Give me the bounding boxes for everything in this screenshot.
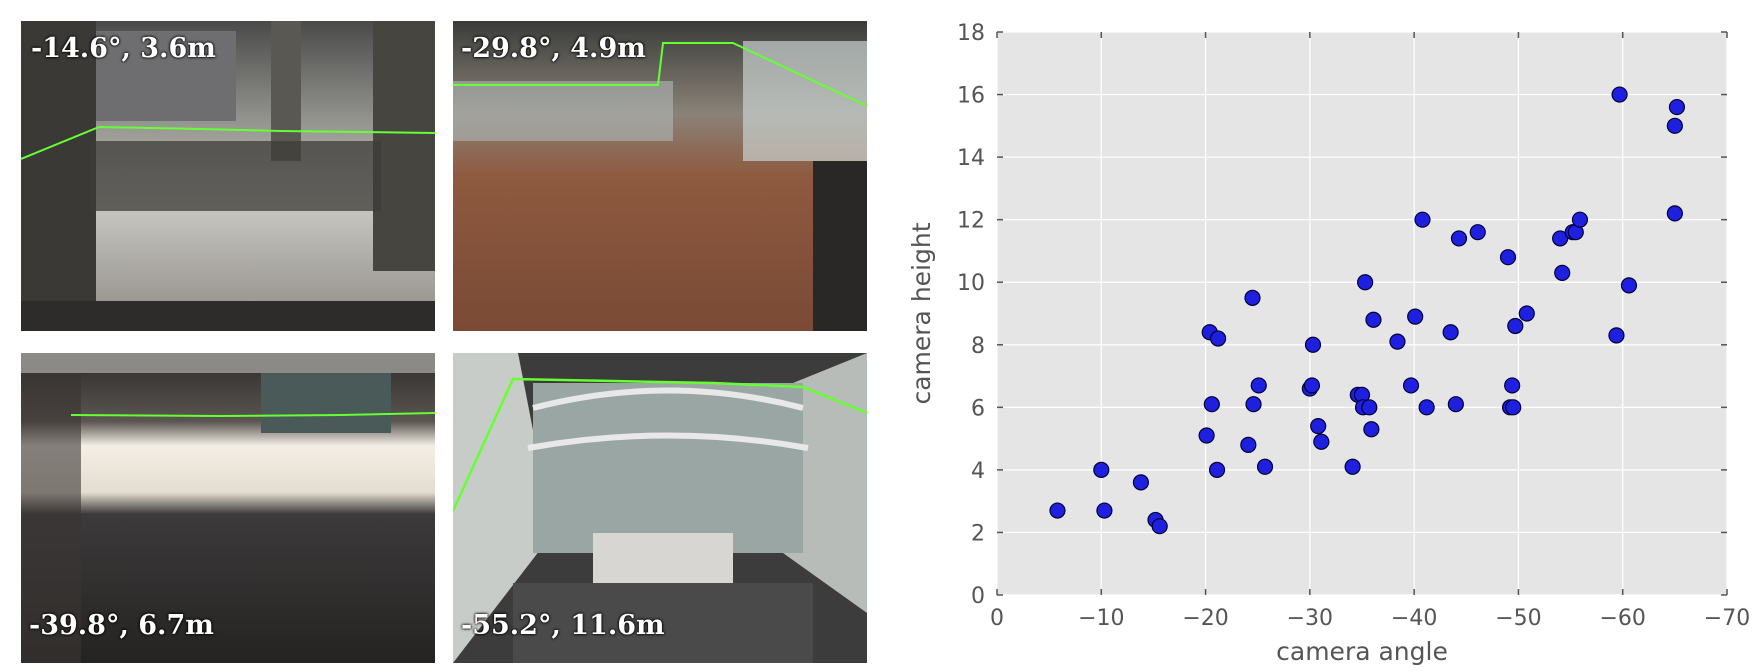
photo-4: -55.2°, 11.6m: [453, 353, 867, 663]
x-axis-label: camera angle: [1276, 637, 1448, 666]
data-point: [1096, 502, 1113, 519]
y-axis-label: camera height: [907, 222, 936, 404]
data-point: [1313, 433, 1330, 450]
data-point: [1240, 436, 1257, 453]
photo-2: -29.8°, 4.9m: [453, 21, 867, 331]
photo-2-caption: -29.8°, 4.9m: [461, 33, 646, 64]
data-point: [1310, 418, 1327, 435]
data-point: [1363, 421, 1380, 438]
data-point: [1620, 277, 1638, 294]
data-point: [1357, 274, 1374, 291]
data-point: [1418, 399, 1435, 416]
data-point: [1402, 377, 1420, 394]
data-point: [1505, 399, 1522, 416]
y-axis-ticks: 0 2 4 6 8 10 12 14 16 18: [957, 21, 1727, 609]
photo-1-caption: -14.6°, 3.6m: [31, 33, 216, 64]
x-tick-label: −60: [1599, 606, 1645, 631]
plot-area: [997, 32, 1727, 595]
data-point: [1093, 461, 1110, 478]
data-point: [1469, 224, 1486, 241]
data-point: [1666, 205, 1683, 222]
data-point: [1244, 289, 1261, 306]
data-point: [1256, 458, 1274, 475]
data-point: [1389, 333, 1406, 350]
y-tick-label: 6: [971, 396, 985, 421]
data-point: [1151, 518, 1168, 535]
data-point: [1442, 324, 1459, 341]
photo-3-scene: [21, 353, 435, 663]
data-point: [1407, 308, 1424, 325]
grid-lines: [996, 31, 1728, 596]
y-tick-label: 12: [957, 209, 985, 234]
y-tick-label: 16: [957, 84, 985, 109]
y-tick-label: 14: [957, 146, 985, 171]
photo-3: -39.8°, 6.7m: [21, 353, 435, 663]
x-tick-label: −10: [1078, 606, 1124, 631]
x-axis-ticks: 0 −10 −20 −30 −40 −50 −60 −70: [990, 32, 1750, 631]
y-tick-label: 4: [971, 459, 985, 484]
data-point: [1132, 474, 1150, 491]
photo-3-caption: -39.8°, 6.7m: [29, 610, 214, 641]
data-point: [1611, 86, 1628, 103]
data-point: [1303, 377, 1321, 394]
x-tick-label: −20: [1182, 606, 1228, 631]
data-point: [1203, 396, 1220, 413]
data-point: [1447, 396, 1464, 413]
data-point: [1198, 427, 1215, 444]
data-point: [1344, 458, 1361, 475]
y-tick-label: 0: [971, 584, 985, 609]
x-tick-label: −50: [1495, 606, 1541, 631]
data-point: [1049, 502, 1066, 519]
photo-2-scene: [453, 21, 867, 331]
y-tick-label: 8: [971, 334, 985, 359]
photo-1: -14.6°, 3.6m: [21, 21, 435, 331]
photo-4-scene: [453, 353, 867, 663]
data-point: [1518, 305, 1535, 322]
data-point: [1361, 399, 1378, 416]
data-point: [1209, 330, 1227, 347]
data-point: [1608, 327, 1625, 344]
data-point: [1554, 264, 1571, 281]
y-tick-label: 2: [971, 521, 985, 546]
photo-1-scene: [21, 21, 435, 331]
x-tick-label: −40: [1391, 606, 1437, 631]
data-point: [1250, 377, 1267, 394]
x-tick-label: −70: [1704, 606, 1750, 631]
data-point: [1507, 317, 1524, 335]
data-point: [1304, 336, 1322, 353]
data-point: [1499, 249, 1517, 266]
y-tick-label: 10: [957, 271, 985, 296]
x-tick-label: 0: [990, 606, 1004, 631]
x-tick-label: −30: [1287, 606, 1333, 631]
data-point: [1668, 98, 1686, 116]
data-point: [1365, 311, 1382, 328]
data-point: [1450, 230, 1468, 247]
data-point: [1414, 211, 1431, 228]
data-point: [1208, 461, 1226, 478]
data-point: [1504, 377, 1521, 394]
scatter-chart: 0 −10 −20 −30 −40 −50 −60 −70 0 2 4 6 8 10 12 14 16 18 c…: [907, 21, 1750, 666]
y-tick-label: 18: [957, 21, 985, 46]
photo-4-caption: -55.2°, 11.6m: [461, 610, 665, 641]
data-point: [1666, 117, 1683, 134]
data-point: [1571, 211, 1589, 228]
data-point: [1245, 396, 1262, 413]
data-points: [1049, 86, 1686, 535]
